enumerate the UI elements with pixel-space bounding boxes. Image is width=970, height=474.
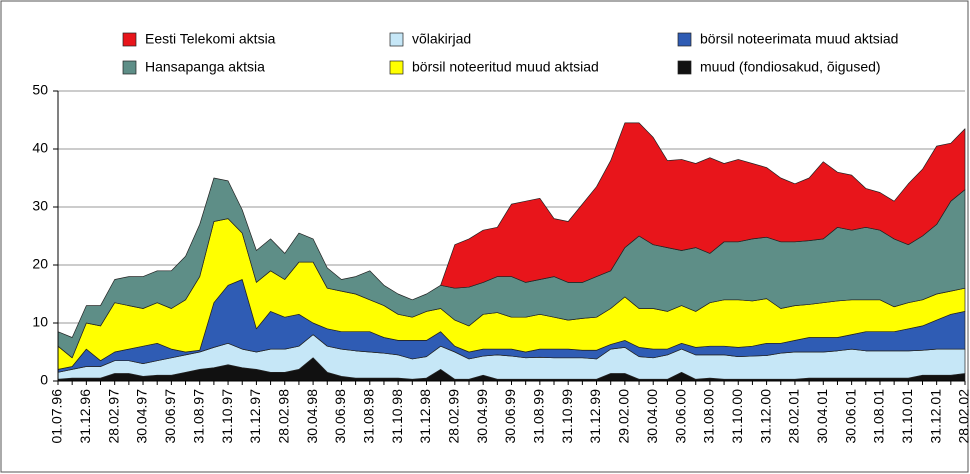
legend-label: muud (fondiosakud, õigused) (700, 59, 881, 75)
x-tick-label: 30.04.00 (644, 389, 660, 444)
x-tick-label: 31.10.01 (899, 389, 915, 444)
x-tick-label: 31.12.00 (757, 389, 773, 444)
x-tick-label: 31.12.01 (927, 389, 943, 444)
x-tick-label: 31.08.01 (871, 389, 887, 444)
y-tick-label: 0 (40, 372, 48, 388)
x-tick-label: 01.07.96 (49, 389, 65, 444)
legend-swatch (677, 32, 692, 47)
x-tick-label: 30.06.00 (672, 389, 688, 444)
x-tick-label: 31.10.97 (219, 389, 235, 444)
x-tick-label: 31.10.98 (389, 389, 405, 444)
y-tick-label: 10 (32, 314, 48, 330)
x-tick-label: 31.08.00 (701, 389, 717, 444)
x-tick-label: 30.04.98 (304, 389, 320, 444)
y-tick-label: 20 (32, 256, 48, 272)
legend-label: börsil noteeritud muud aktsiad (412, 59, 599, 75)
axis-layer: 0 10 20 30 40 50 01.07.96 31.12.96 28.02.97 30.04… (32, 82, 970, 444)
x-tick-label: 28.02.99 (446, 389, 462, 444)
x-tick-label: 30.04.99 (474, 389, 490, 444)
area-series (440, 122, 966, 289)
x-tick-label: 31.12.99 (587, 389, 603, 444)
x-tick-label: 31.12.98 (417, 389, 433, 444)
x-tick-label: 31.12.96 (77, 389, 93, 444)
x-tick-label: 31.08.99 (531, 389, 547, 444)
legend-label: Hansapanga aktsia (145, 59, 265, 75)
x-tick-label: 28.02.02 (956, 389, 970, 444)
area-series (57, 177, 966, 359)
legend-label: börsil noteerimata muud aktsiad (700, 31, 898, 47)
x-tick-label: 30.06.98 (332, 389, 348, 444)
x-tick-label: 31.08.97 (190, 389, 206, 444)
y-tick-label: 40 (32, 140, 48, 156)
x-tick-label: 30.04.97 (134, 389, 150, 444)
x-tick-label: 30.04.01 (814, 389, 830, 444)
x-tick-label: 30.06.01 (842, 389, 858, 444)
x-tick-label: 31.10.99 (559, 389, 575, 444)
legend-label: Eesti Telekomi aktsia (145, 31, 276, 47)
legend-swatch (122, 60, 137, 75)
x-tick-label: 31.10.00 (729, 389, 745, 444)
x-tick-label: 30.06.99 (502, 389, 518, 444)
x-tick-label: 30.06.97 (162, 389, 178, 444)
x-tick-label: 28.02.01 (786, 389, 802, 444)
x-tick-label: 28.02.97 (105, 389, 121, 444)
legend-label: võlakirjad (412, 31, 471, 47)
legend-swatch (389, 32, 404, 47)
y-tick-label: 30 (32, 198, 48, 214)
x-tick-label: 29.02.00 (616, 389, 632, 444)
x-tick-label: 28.02.98 (275, 389, 291, 444)
legend-swatch (389, 60, 404, 75)
y-tick-label: 50 (32, 82, 48, 98)
legend-swatch (122, 32, 137, 47)
x-tick-label: 31.08.98 (360, 389, 376, 444)
legend-swatch (677, 60, 692, 75)
x-tick-label: 31.12.97 (247, 389, 263, 444)
